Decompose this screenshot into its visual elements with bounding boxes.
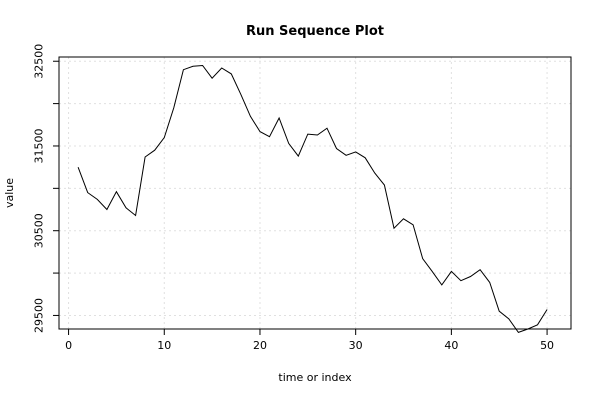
x-tick-label: 30 — [349, 339, 363, 352]
x-tick-label: 50 — [540, 339, 554, 352]
x-axis: 0 10 20 30 40 50 — [65, 329, 554, 352]
x-tick-label: 10 — [157, 339, 171, 352]
y-tick-label: 32500 — [33, 44, 46, 79]
x-axis-label: time or index — [278, 371, 352, 384]
x-tick-label: 0 — [65, 339, 72, 352]
y-axis: 29500 30500 31500 32500 — [33, 44, 59, 333]
data-points — [77, 64, 548, 333]
chart-title: Run Sequence Plot — [246, 24, 384, 39]
y-tick-label: 29500 — [33, 298, 46, 333]
y-tick-label: 31500 — [33, 128, 46, 163]
plot-frame — [58, 56, 572, 330]
y-axis-label: value — [3, 178, 16, 208]
x-tick-label: 40 — [444, 339, 458, 352]
series-line — [77, 64, 548, 333]
y-tick-label: 30500 — [33, 213, 46, 248]
grid-lines — [59, 57, 571, 329]
x-tick-label: 20 — [253, 339, 267, 352]
